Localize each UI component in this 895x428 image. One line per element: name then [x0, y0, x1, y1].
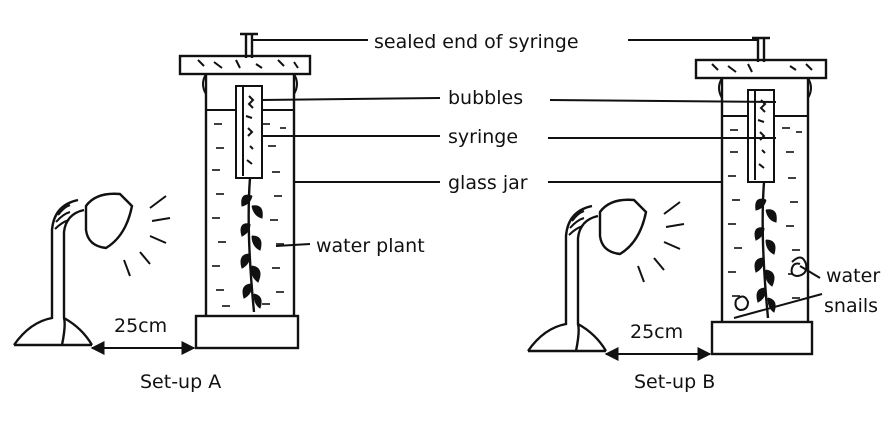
water-plant-icon [754, 181, 777, 319]
syringe [747, 89, 775, 183]
label-syringe: syringe [448, 126, 518, 148]
label-sealed-end: sealed end of syringe [374, 31, 579, 53]
jar-lid [694, 58, 828, 80]
caption-setup-a: Set-up A [140, 371, 221, 393]
label-water-plant: water plant [316, 235, 425, 257]
syringe [235, 85, 263, 179]
water-plant-icon [240, 177, 263, 313]
caption-setup-b: Set-up B [634, 371, 715, 393]
desk-lamp-icon [527, 198, 648, 353]
label-bubbles: bubbles [448, 87, 523, 109]
water-snail-icon [734, 256, 808, 312]
light-rays-icon [637, 201, 685, 283]
setup-a: 25cm Set-up A [13, 32, 441, 393]
jar-stand [710, 320, 814, 356]
distance-label-b: 25cm [630, 321, 683, 343]
glass-jar [202, 73, 298, 316]
label-glass-jar: glass jar [448, 172, 528, 194]
label-water-snails-1: water [826, 265, 880, 287]
sealed-end-of-syringe [752, 36, 770, 62]
jar-lid [178, 54, 312, 76]
distance-label-a: 25cm [114, 315, 167, 337]
setup-b: 25cm Set-up B [527, 36, 828, 393]
jar-stand [194, 314, 300, 350]
light-rays-icon [123, 195, 171, 277]
sealed-end-of-syringe [240, 32, 258, 58]
label-water-snails-2: snails [824, 295, 878, 317]
desk-lamp-icon [13, 192, 134, 347]
